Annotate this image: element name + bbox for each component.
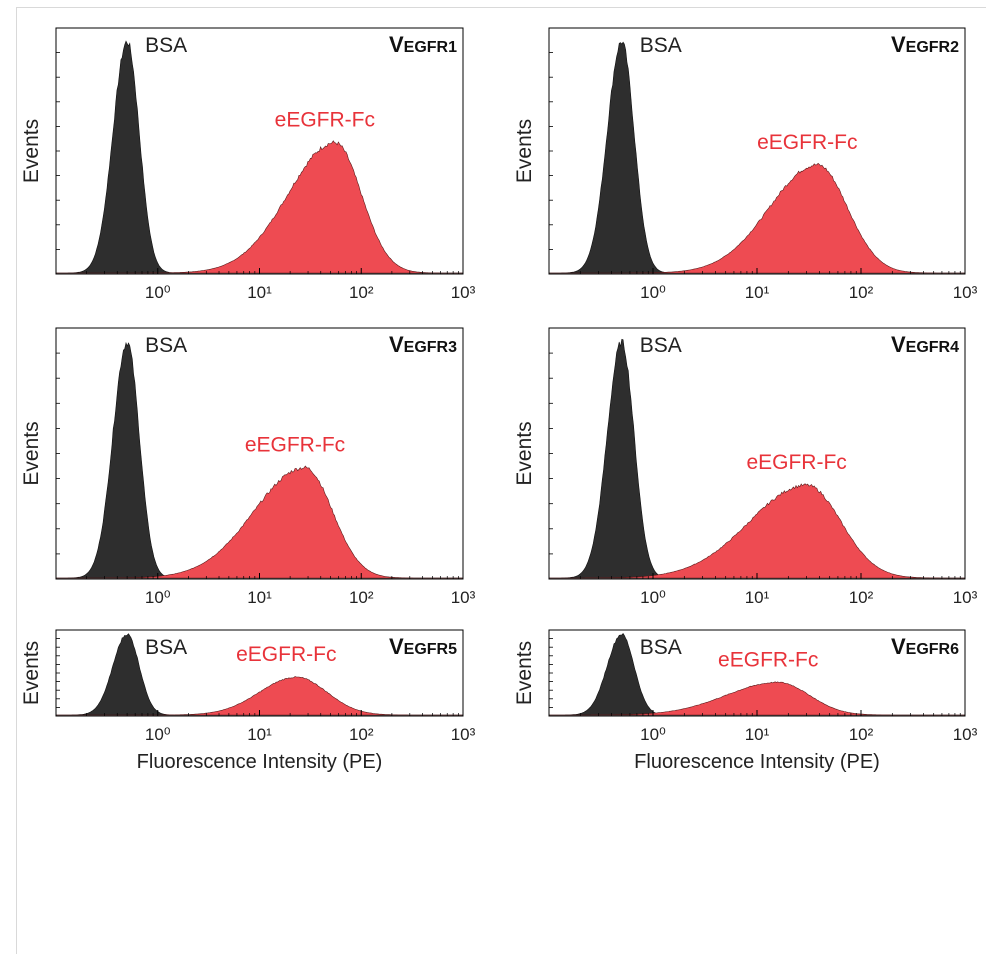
histogram-panel-1: 10⁰ 10¹ 10² 10³ Events VEGFR1 BSA eEGFR-Fc [20,27,476,302]
y-axis-label: Events [20,119,43,183]
x-tick-label: 10¹ [745,588,770,607]
efc-histogram [56,465,463,579]
x-tick-label: 10⁰ [145,725,171,744]
efc-histogram [56,140,463,274]
x-tick-label: 10¹ [745,283,770,302]
efc-histogram [549,483,965,579]
x-tick-label: 10¹ [247,283,272,302]
x-tick-label: 10³ [451,283,476,302]
x-tick-label: 10⁰ [640,588,666,607]
panel-title: VEGFR2 [891,32,959,57]
x-tick-label: 10³ [953,725,978,744]
bsa-label: BSA [640,636,682,659]
efc-histogram [56,676,463,716]
x-tick-label: 10³ [953,588,978,607]
x-tick-label: 10³ [953,283,978,302]
efc-histogram [549,162,965,274]
x-tick-label: 10⁰ [640,725,666,744]
y-axis-label: Events [513,641,536,705]
page-border-left [16,7,17,954]
efc-label: eEGFR-Fc [245,434,345,457]
y-axis-label: Events [20,641,43,705]
bsa-label: BSA [640,34,682,57]
x-tick-label: 10² [349,725,374,744]
x-tick-label: 10¹ [247,725,272,744]
y-axis-label: Events [513,119,536,183]
x-tick-label: 10⁰ [145,283,171,302]
panel-title: VEGFR5 [389,634,457,659]
efc-label: eEGFR-Fc [757,131,857,154]
x-tick-label: 10⁰ [145,588,171,607]
bsa-label: BSA [145,334,187,357]
panel-title: VEGFR6 [891,634,959,659]
x-tick-label: 10⁰ [640,283,666,302]
bsa-label: BSA [640,334,682,357]
histogram-panel-2: 10⁰ 10¹ 10² 10³ Events VEGFR2 BSA eEGFR-Fc [513,27,978,302]
x-tick-label: 10¹ [745,725,770,744]
histogram-panel-3: 10⁰ 10¹ 10² 10³ Events VEGFR3 BSA eEGFR-Fc [20,327,476,607]
efc-label: eEGFR-Fc [718,648,818,671]
x-tick-label: 10² [349,588,374,607]
bsa-label: BSA [145,636,187,659]
panel-title: VEGFR3 [389,332,457,357]
x-axis-label: Fluorescence Intensity (PE) [137,751,383,773]
y-axis-label: Events [20,421,43,485]
histogram-panel-5: 10⁰ 10¹ 10² 10³ Events VEGFR5 BSA eEGFR-Fc Fluor… [20,629,476,773]
histogram-panel-6: 10⁰ 10¹ 10² 10³ Events VEGFR6 BSA eEGFR-Fc Fluor… [513,629,978,773]
panel-title: VEGFR1 [389,32,457,57]
efc-label: eEGFR-Fc [275,109,375,132]
panel-title: VEGFR4 [891,332,959,357]
x-tick-label: 10² [849,588,874,607]
efc-histogram [549,681,965,716]
efc-label: eEGFR-Fc [746,451,846,474]
x-axis-label: Fluorescence Intensity (PE) [634,751,880,773]
histogram-panel-4: 10⁰ 10¹ 10² 10³ Events VEGFR4 BSA eEGFR-Fc [513,327,978,607]
page-border-top [16,7,986,8]
bsa-label: BSA [145,34,187,57]
x-tick-label: 10¹ [247,588,272,607]
x-tick-label: 10² [849,725,874,744]
y-axis-label: Events [513,421,536,485]
x-tick-label: 10² [349,283,374,302]
x-tick-label: 10² [849,283,874,302]
efc-label: eEGFR-Fc [236,643,336,666]
x-tick-label: 10³ [451,725,476,744]
x-tick-label: 10³ [451,588,476,607]
